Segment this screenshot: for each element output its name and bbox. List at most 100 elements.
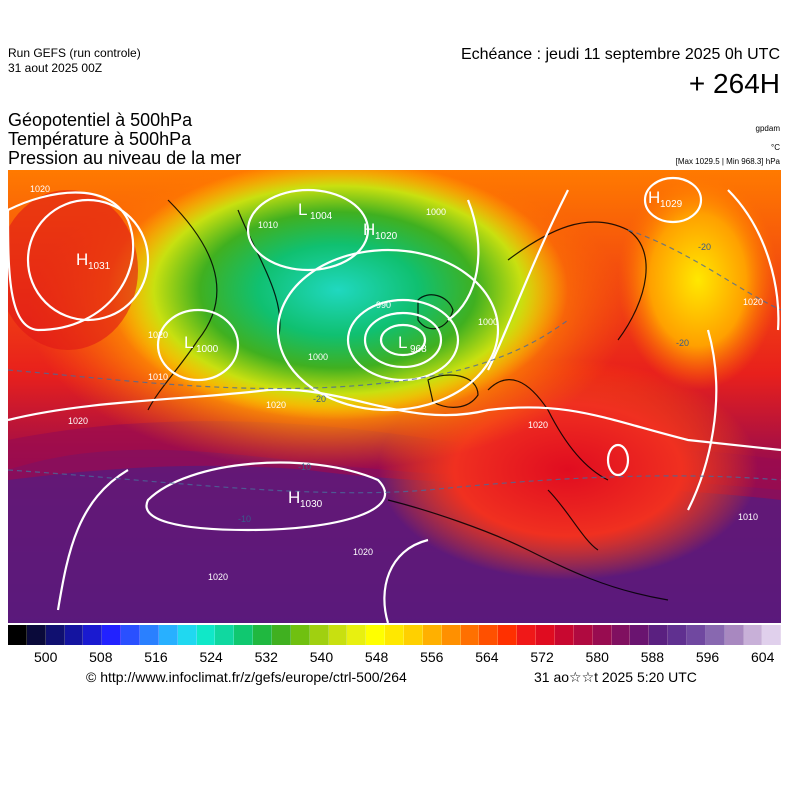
color-scale-cell: [102, 625, 122, 645]
color-scale-cell: [309, 625, 329, 645]
color-scale-cell: [272, 625, 291, 645]
color-scale-cell: [177, 625, 197, 645]
pressure-center-value: 1030: [300, 499, 323, 510]
color-scale-cell: [630, 625, 650, 645]
lead-time: + 264H: [688, 68, 780, 99]
color-scale-tick-label: 540: [309, 649, 334, 665]
color-scale-cell: [83, 625, 103, 645]
color-scale-cell: [45, 625, 65, 645]
color-scale-cell: [460, 625, 480, 645]
color-scale-cell: [668, 625, 687, 645]
color-scale-cell: [441, 625, 461, 645]
pressure-center-value: 968: [410, 344, 427, 355]
coastlines: [147, 199, 669, 601]
color-scale-cell: [140, 625, 159, 645]
west-red: [8, 190, 138, 350]
pressure-center-type: H: [288, 488, 300, 507]
param-geopotential: Géopotentiel à 500hPa: [8, 110, 193, 130]
color-scale-tick-label: 516: [144, 649, 168, 665]
color-scale-cell: [64, 625, 84, 645]
isobars: [8, 176, 781, 623]
param-pressure: Pression au niveau de la mer: [8, 148, 242, 168]
pressure-center-type: H: [76, 250, 88, 269]
pressure-center-type: H: [363, 220, 375, 239]
isobar-label: 1000: [478, 317, 498, 327]
isobar-label: 1020: [353, 547, 373, 557]
color-scale-cell: [422, 625, 442, 645]
isobar-label: 1020: [743, 297, 763, 307]
color-scale-cell: [366, 625, 386, 645]
color-scale-cell: [743, 625, 763, 645]
isobar-label: 1020: [528, 420, 548, 430]
color-scale-cell: [404, 625, 423, 645]
color-scale-cell: [592, 625, 612, 645]
unit-geopotential: gpdam: [755, 124, 780, 133]
color-scale-tick-label: 524: [199, 649, 223, 665]
color-scale-cell: [649, 625, 669, 645]
isobar-label: 990: [376, 300, 391, 310]
color-scale-cell: [536, 625, 555, 645]
ne-yellow: [618, 170, 778, 390]
color-scale-cell: [762, 625, 782, 645]
isotherms: [8, 229, 781, 494]
temperature-label: -20: [676, 338, 689, 348]
isobar-label: 1010: [148, 372, 168, 382]
temperature-label: -10: [238, 514, 251, 524]
pressure-center-type: H: [648, 188, 660, 207]
isobar-label: 1020: [68, 416, 88, 426]
source-url[interactable]: © http://www.infoclimat.fr/z/gefs/europe…: [86, 669, 407, 685]
temperature-label: -20: [313, 394, 326, 404]
temperature-label: -10: [298, 462, 311, 472]
isobar-label: 1020: [148, 330, 168, 340]
color-scale-tick-label: 508: [89, 649, 113, 665]
color-scale: [8, 625, 782, 645]
isobar-label: 1000: [308, 352, 328, 362]
temperature-label: -20: [698, 242, 711, 252]
color-scale-cell: [253, 625, 273, 645]
color-scale-tick-label: 556: [420, 649, 444, 665]
pressure-center-value: 1031: [88, 261, 111, 272]
color-scale-tick-label: 604: [751, 649, 775, 665]
pressure-center-value: 1029: [660, 199, 683, 210]
pressure-center-value: 1004: [310, 211, 333, 222]
run-date: 31 aout 2025 00Z: [8, 61, 103, 75]
color-scale-cell: [385, 625, 405, 645]
color-scale-tick-label: 564: [475, 649, 499, 665]
color-scale-tick-label: 500: [34, 649, 58, 665]
color-scale-cell: [479, 625, 499, 645]
color-scale-tick-label: 580: [585, 649, 609, 665]
pressure-center-value: 1000: [196, 344, 219, 355]
unit-temperature: °C: [771, 143, 780, 152]
run-name: Run GEFS (run controle): [8, 46, 141, 60]
color-scale-cell: [347, 625, 367, 645]
color-scale-tick-label: 532: [254, 649, 278, 665]
color-scale-cell: [26, 625, 46, 645]
color-scale-cell: [686, 625, 706, 645]
color-scale-tick-label: 588: [640, 649, 665, 665]
color-scale-cell: [517, 625, 537, 645]
color-scale-tick-label: 572: [530, 649, 554, 665]
color-scale-cell: [290, 625, 310, 645]
color-scale-cell: [158, 625, 178, 645]
color-scale-cell: [611, 625, 631, 645]
isobar-label: 1010: [738, 512, 758, 522]
color-scale-cell: [234, 625, 254, 645]
param-temperature: Température à 500hPa: [8, 129, 192, 149]
color-scale-cell: [328, 625, 348, 645]
pressure-range: [Max 1029.5 | Min 968.3] hPa: [675, 157, 780, 166]
isobar-label: 1000: [426, 207, 446, 217]
color-scale-cell: [573, 625, 593, 645]
pressure-center-value: 1020: [375, 231, 398, 242]
isobar-label: 1020: [208, 572, 228, 582]
pressure-center-type: L: [184, 333, 193, 352]
isobar-label: 1020: [266, 400, 286, 410]
valid-time: Echéance : jeudi 11 septembre 2025 0h UT…: [460, 46, 780, 63]
color-scale-cell: [8, 625, 27, 645]
color-scale-cell: [705, 625, 725, 645]
color-scale-tick-label: 596: [695, 649, 720, 665]
color-scale-cell: [554, 625, 574, 645]
pressure-center-type: L: [398, 333, 407, 352]
isobar-label: 1020: [30, 184, 50, 194]
